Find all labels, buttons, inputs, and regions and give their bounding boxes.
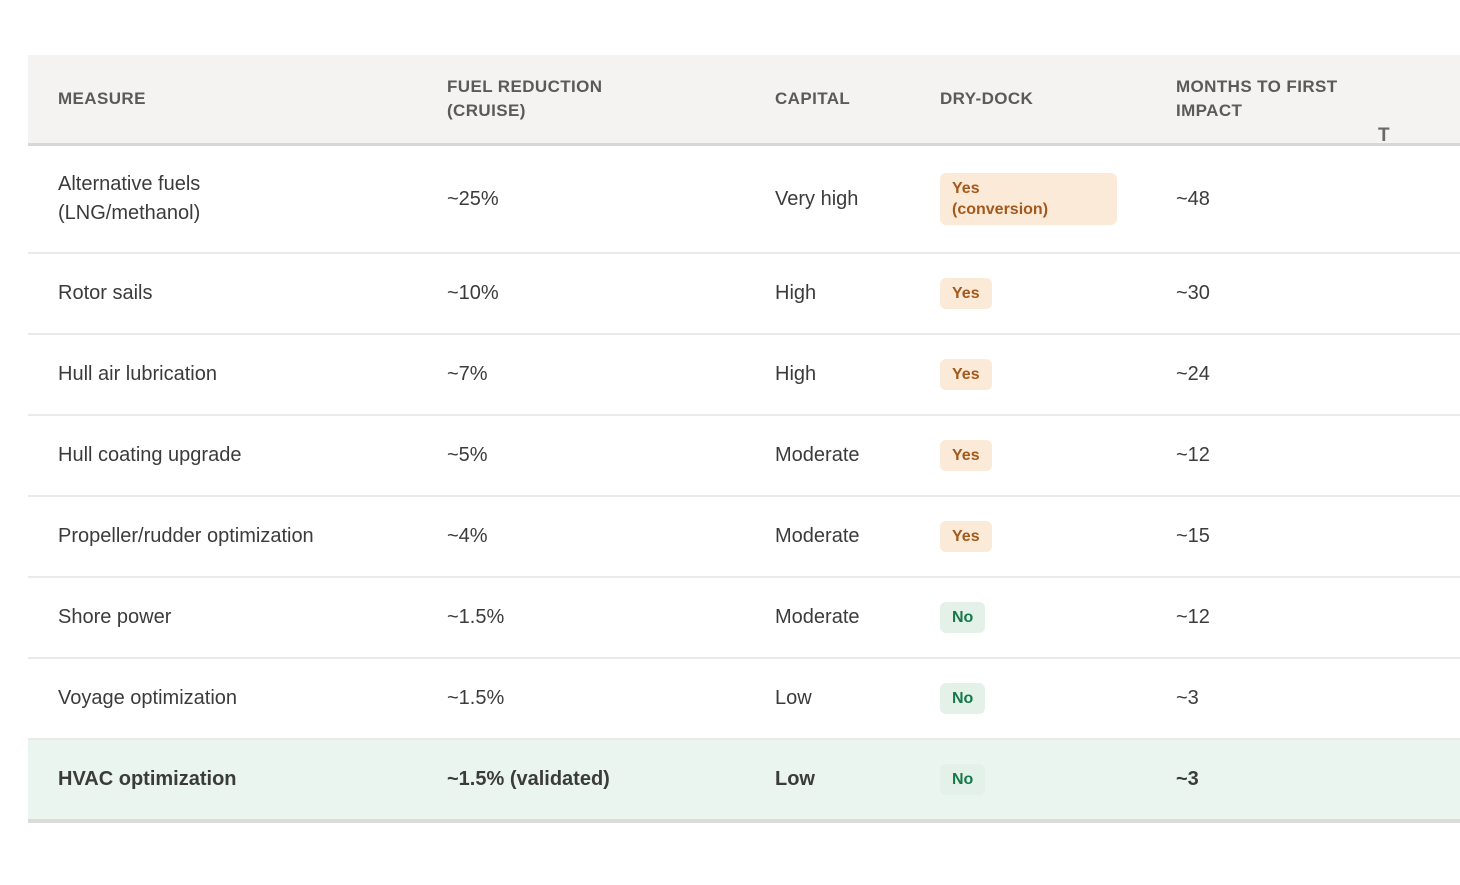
capital-cell: Moderate: [775, 576, 940, 658]
months-cell: ~12: [1176, 414, 1460, 496]
months-cell: ~30: [1176, 252, 1460, 334]
dry-dock-cell: Yes: [940, 495, 1176, 577]
measure-cell: Voyage optimization: [28, 657, 447, 739]
table-row-hull-air-lubrication: Hull air lubrication ~7% High Yes ~24: [28, 333, 1460, 415]
table-row-alternative-fuels: Alternative fuels (LNG/methanol) ~25% Ve…: [28, 144, 1460, 253]
capital-cell: Very high: [775, 144, 940, 253]
dry-dock-badge: No: [940, 683, 986, 714]
dry-dock-cell: No: [940, 657, 1176, 739]
months-cell: ~3: [1176, 738, 1460, 823]
table-row-hvac-optimization-highlighted: HVAC optimization ~1.5% (validated) Low …: [28, 738, 1460, 823]
months-cell: ~24: [1176, 333, 1460, 415]
dry-dock-cell: Yes: [940, 252, 1176, 334]
table-row-hull-coating-upgrade: Hull coating upgrade ~5% Moderate Yes ~1…: [28, 414, 1460, 496]
table-header-row: MEASURE FUEL REDUCTION (CRUISE) CAPITAL …: [28, 55, 1460, 146]
dry-dock-badge: Yes: [940, 440, 992, 471]
capital-cell: Moderate: [775, 414, 940, 496]
fuel-reduction-cell: ~1.5% (validated): [447, 738, 775, 823]
dry-dock-badge: Yes: [940, 278, 992, 309]
dry-dock-badge: No: [940, 602, 986, 633]
fuel-reduction-cell: ~1.5%: [447, 576, 775, 658]
measure-cell: Propeller/rudder optimization: [28, 495, 447, 577]
column-header-measure: MEASURE: [28, 55, 447, 146]
table-row-propeller-rudder-optimization: Propeller/rudder optimization ~4% Modera…: [28, 495, 1460, 577]
capital-cell: Moderate: [775, 495, 940, 577]
table-row-rotor-sails: Rotor sails ~10% High Yes ~30: [28, 252, 1460, 334]
column-header-dry-dock: DRY-DOCK: [940, 55, 1176, 146]
fuel-reduction-cell: ~25%: [447, 144, 775, 253]
dry-dock-cell: Yes: [940, 414, 1176, 496]
measure-cell: Hull coating upgrade: [28, 414, 447, 496]
measure-cell: Alternative fuels (LNG/methanol): [28, 144, 447, 253]
capital-cell: High: [775, 333, 940, 415]
months-cell: ~12: [1176, 576, 1460, 658]
capital-cell: Low: [775, 738, 940, 823]
dry-dock-badge: No: [940, 764, 986, 795]
clipped-glyph-artifact: T: [1378, 125, 1390, 146]
dry-dock-cell: No: [940, 576, 1176, 658]
fuel-reduction-cell: ~7%: [447, 333, 775, 415]
table-row-voyage-optimization: Voyage optimization ~1.5% Low No ~3: [28, 657, 1460, 739]
column-header-months: MONTHS TO FIRST IMPACT: [1176, 55, 1460, 146]
measure-cell: Rotor sails: [28, 252, 447, 334]
dry-dock-badge: Yes (conversion): [940, 173, 1117, 225]
fuel-reduction-cell: ~5%: [447, 414, 775, 496]
measures-table: MEASURE FUEL REDUCTION (CRUISE) CAPITAL …: [28, 55, 1460, 823]
fuel-reduction-cell: ~10%: [447, 252, 775, 334]
dry-dock-badge: Yes: [940, 521, 992, 552]
months-cell: ~15: [1176, 495, 1460, 577]
measure-cell: HVAC optimization: [28, 738, 447, 823]
measure-cell: Shore power: [28, 576, 447, 658]
fuel-reduction-cell: ~1.5%: [447, 657, 775, 739]
months-cell: ~3: [1176, 657, 1460, 739]
months-cell: ~48: [1176, 144, 1460, 253]
dry-dock-cell: Yes: [940, 333, 1176, 415]
capital-cell: Low: [775, 657, 940, 739]
capital-cell: High: [775, 252, 940, 334]
dry-dock-cell: No: [940, 738, 1176, 823]
dry-dock-cell: Yes (conversion): [940, 144, 1176, 253]
table-row-shore-power: Shore power ~1.5% Moderate No ~12: [28, 576, 1460, 658]
column-header-capital: CAPITAL: [775, 55, 940, 146]
measure-cell: Hull air lubrication: [28, 333, 447, 415]
fuel-reduction-cell: ~4%: [447, 495, 775, 577]
column-header-fuel-reduction: FUEL REDUCTION (CRUISE): [447, 55, 775, 146]
dry-dock-badge: Yes: [940, 359, 992, 390]
